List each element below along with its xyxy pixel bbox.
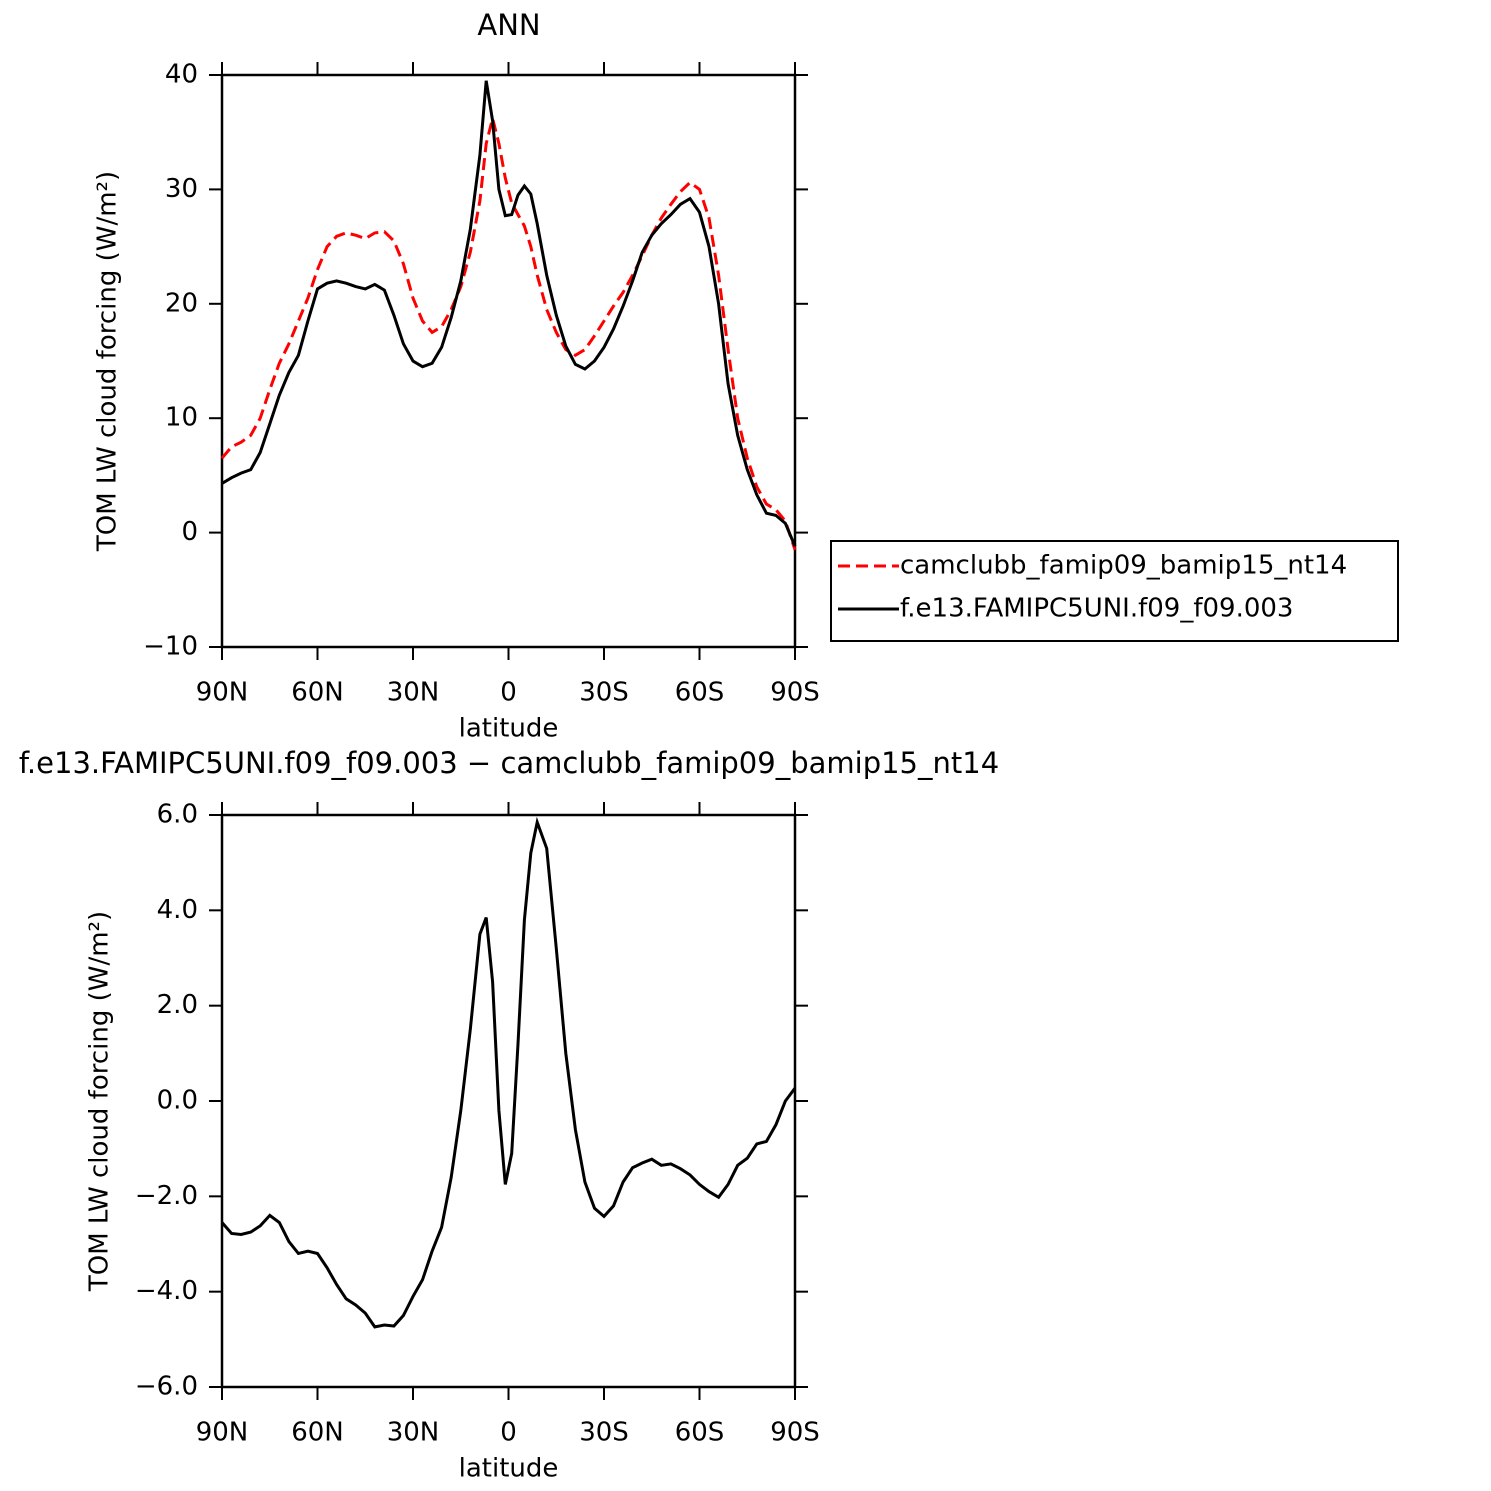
y-tick-label: −6.0 [135,1372,198,1402]
y-tick-label: −10 [143,632,198,662]
x-tick-label: 90N [196,1418,249,1448]
x-tick-label: 90N [196,678,249,708]
x-tick-label: 30N [387,1418,440,1448]
legend-label: camclubb_famip09_bamip15_nt14 [900,551,1347,581]
chart-title: ANN [477,8,540,42]
x-tick-label: 60N [291,1418,344,1448]
x-tick-label: 0 [500,1418,517,1448]
x-axis-label: latitude [459,1454,559,1484]
legend-box [830,540,1399,642]
y-tick-label: 10 [165,403,198,433]
y-tick-label: 20 [165,288,198,318]
plot-frame [220,73,797,649]
y-axis-label: TOM LW cloud forcing (W/m²) [93,171,123,552]
data-line [220,816,797,1329]
data-line [220,118,797,551]
y-tick-label: −4.0 [135,1276,198,1306]
data-line [221,80,797,547]
x-axis-label: latitude [459,714,559,744]
x-tick-label: 90S [770,678,820,708]
chart-title: f.e13.FAMIPC5UNI.f09_f09.003 − camclubb_… [19,746,999,780]
x-tick-label: 0 [500,678,517,708]
x-tick-label: 90S [770,1418,820,1448]
y-tick-label: 40 [165,60,198,90]
legend-label: f.e13.FAMIPC5UNI.f09_f09.003 [900,594,1293,624]
y-tick-label: 30 [165,174,198,204]
plot-frame [220,813,797,1389]
x-tick-label: 60S [675,678,725,708]
x-tick-label: 30S [579,678,629,708]
y-tick-label: 0 [181,517,198,547]
y-axis-label: TOM LW cloud forcing (W/m²) [85,911,115,1292]
y-tick-label: 4.0 [157,895,198,925]
y-tick-label: −2.0 [135,1181,198,1211]
y-tick-label: 6.0 [157,800,198,830]
x-tick-label: 60S [675,1418,725,1448]
y-tick-label: 0.0 [157,1086,198,1116]
x-tick-label: 60N [291,678,344,708]
x-tick-label: 30N [387,678,440,708]
x-tick-label: 30S [579,1418,629,1448]
y-tick-label: 2.0 [157,990,198,1020]
